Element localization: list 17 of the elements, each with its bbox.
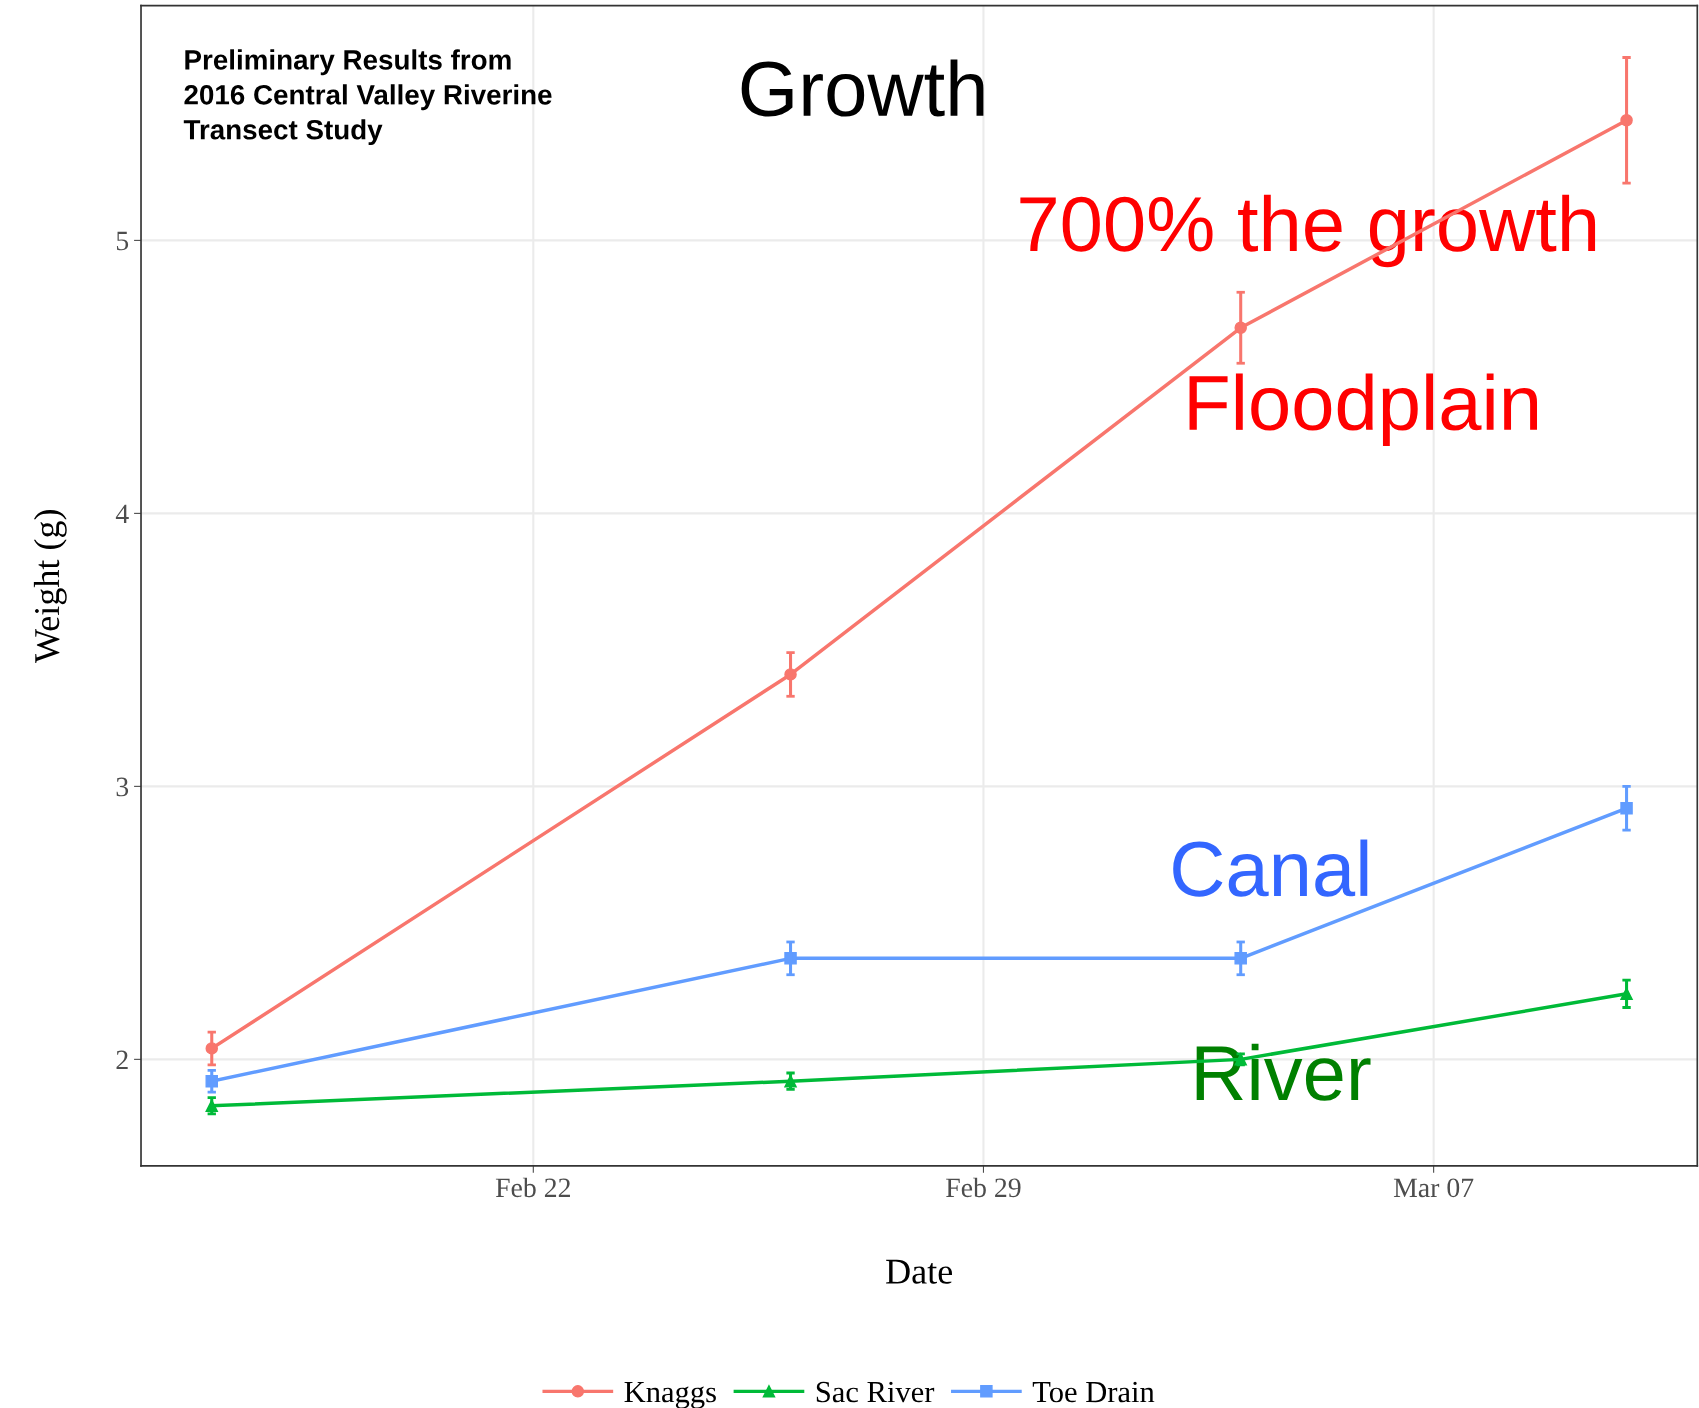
x-axis-title: Date xyxy=(886,1259,952,1284)
annotation: Canal xyxy=(1173,839,1368,897)
x-tick-label: Feb 22 xyxy=(495,1177,570,1198)
legend-label: Sac River xyxy=(816,1381,935,1403)
annotation: Growth xyxy=(741,59,984,117)
annotation: Floodplain xyxy=(1189,373,1538,446)
x-tick-label: Feb 29 xyxy=(946,1177,1021,1198)
y-axis-title: Weight (g) xyxy=(33,510,67,663)
y-tick-label: 4 xyxy=(115,504,129,524)
y-tick-label: 5 xyxy=(116,231,129,251)
annotation: River xyxy=(1196,1043,1371,1101)
annotation: Preliminary Results from 2016 Central Valley Riverine Transect Study xyxy=(183,49,552,146)
y-tick-label: 2 xyxy=(116,1050,128,1069)
legend-label: Knaggs xyxy=(624,1382,716,1408)
legend-label: Toe Drain xyxy=(1032,1381,1155,1403)
y-tick-label: 3 xyxy=(116,777,129,797)
x-tick-label: Mar 07 xyxy=(1393,1178,1474,1198)
